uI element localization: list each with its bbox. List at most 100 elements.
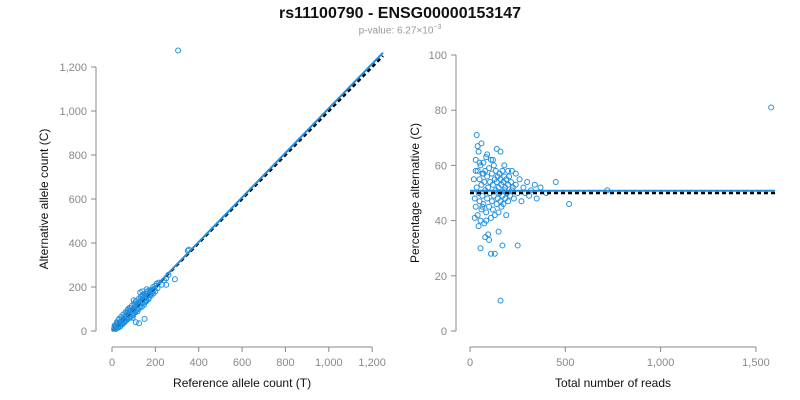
y-tick-label: 800: [69, 150, 87, 162]
data-point: [478, 206, 485, 213]
data-point: [474, 143, 481, 150]
data-point: [488, 198, 495, 205]
pvalue-exponent: −3: [433, 24, 442, 31]
data-point: [505, 198, 512, 205]
pvalue-mantissa: 6.27: [396, 25, 417, 37]
y-tick-label: 100: [429, 50, 447, 62]
data-point: [499, 167, 506, 174]
y-tick-label: 600: [69, 194, 87, 206]
data-point: [484, 195, 491, 202]
data-point: [139, 296, 146, 303]
y-tick-label: 1,000: [59, 106, 87, 118]
data-point: [476, 159, 483, 166]
data-point: [480, 170, 487, 177]
data-point: [473, 132, 480, 139]
data-point: [472, 203, 479, 210]
data-point: [472, 167, 479, 174]
x-tick-label: 1,200: [358, 357, 386, 369]
y-tick-label: 40: [435, 216, 447, 228]
data-point: [483, 154, 490, 161]
data-point: [497, 297, 504, 304]
data-point: [537, 184, 544, 191]
data-point: [137, 289, 144, 296]
data-point: [118, 318, 125, 325]
data-point: [477, 217, 484, 224]
data-point: [130, 297, 137, 304]
data-point: [487, 250, 494, 257]
y-tick-label: 1,200: [59, 62, 87, 74]
data-point: [484, 151, 491, 158]
data-point: [497, 148, 504, 155]
data-point: [514, 242, 521, 249]
x-tick-label: 1,000: [647, 357, 675, 369]
data-point: [171, 276, 178, 283]
data-point: [506, 173, 513, 180]
pvalue-prefix: p-value:: [358, 25, 397, 37]
data-point: [499, 242, 506, 249]
data-point: [163, 281, 170, 288]
chart-title: rs11100790 - ENSG00000153147: [279, 5, 521, 22]
data-point: [483, 209, 490, 216]
data-point: [479, 203, 486, 210]
fit-line: [111, 52, 384, 332]
data-point: [476, 176, 483, 183]
data-point: [489, 181, 496, 188]
data-point: [518, 198, 525, 205]
x-axis-title: Total number of reads: [555, 376, 671, 390]
data-point: [143, 286, 150, 293]
data-point: [122, 314, 129, 321]
data-point: [480, 201, 487, 208]
data-point: [115, 317, 122, 323]
x-tick-label: 0: [467, 357, 473, 369]
y-tick-label: 80: [435, 105, 447, 117]
data-point: [491, 212, 498, 219]
data-point: [510, 195, 517, 202]
data-point: [471, 214, 478, 221]
data-point: [507, 192, 514, 199]
data-point: [486, 203, 493, 210]
data-point: [512, 170, 519, 177]
x-tick-label: 200: [146, 357, 164, 369]
data-point: [505, 167, 512, 174]
data-point: [487, 156, 494, 163]
data-point: [129, 314, 136, 321]
data-point: [490, 162, 497, 169]
data-point: [520, 184, 527, 191]
y-tick-label: 60: [435, 160, 447, 172]
data-point: [493, 145, 500, 152]
data-point: [479, 192, 486, 199]
data-point: [507, 178, 514, 185]
plot-right: 0 20 40 60 80 100 0 500 1,000 1,500 Total number o…: [408, 50, 775, 390]
data-point: [491, 250, 498, 257]
y-tick-label: 0: [441, 326, 447, 338]
data-point: [141, 315, 148, 322]
data-point: [489, 156, 496, 163]
data-point: [516, 176, 523, 183]
data-point: [132, 319, 139, 326]
data-point: [531, 181, 538, 188]
data-point: [486, 165, 493, 172]
data-point: [500, 201, 507, 208]
x-axis-title: Reference allele count (T): [173, 376, 311, 390]
data-point: [501, 162, 508, 169]
data-point: [483, 217, 490, 224]
data-point: [503, 212, 510, 219]
data-point: [524, 178, 531, 185]
data-point: [487, 214, 494, 221]
data-point: [481, 178, 488, 185]
y-axis-title: Percentage alternative (C): [408, 123, 422, 263]
pvalue-times: ×10: [416, 25, 434, 37]
data-point: [136, 320, 143, 327]
x-tick-label: 400: [190, 357, 208, 369]
data-point: [486, 236, 493, 243]
data-point: [495, 228, 502, 235]
data-point: [482, 234, 489, 241]
data-point: [475, 223, 482, 230]
chart-subtitle: p-value: 6.27×10−3: [0, 24, 800, 36]
data-point: [493, 201, 500, 208]
x-tick-label: 500: [556, 357, 574, 369]
data-point: [768, 104, 775, 111]
data-point: [552, 178, 559, 185]
data-point: [475, 148, 482, 155]
